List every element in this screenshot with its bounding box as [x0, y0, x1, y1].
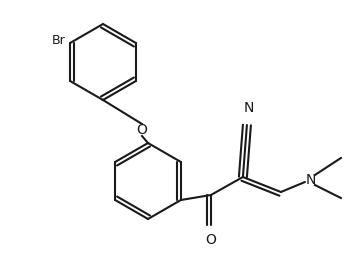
- Text: N: N: [244, 101, 254, 115]
- Text: Br: Br: [51, 35, 65, 48]
- Text: O: O: [205, 233, 216, 247]
- Text: N: N: [306, 173, 316, 187]
- Text: O: O: [136, 123, 147, 137]
